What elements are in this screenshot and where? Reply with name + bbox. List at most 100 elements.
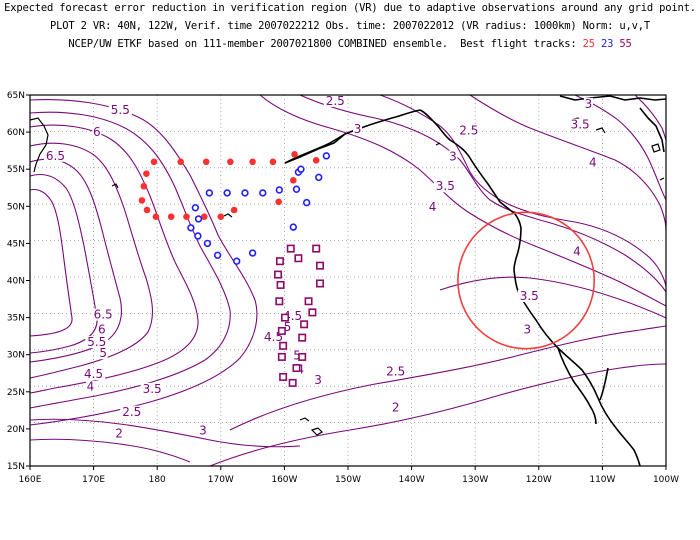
lat-tick-label: 25N [7,388,25,398]
contour-label-bg [92,126,102,139]
track-55-point [277,352,286,361]
contour-label: 2.5 [122,405,141,419]
contour-label-bg [353,123,363,136]
verification-region-circle [457,211,596,350]
lon-tick-label: 160W [271,475,297,485]
contour-line [439,276,666,319]
contour-line [30,111,231,409]
lon-tick-label: 140W [399,475,425,485]
track-55-point [298,333,307,342]
latitude-axis: 15N 20N 25N 30N 35N 40N 45N 50N 55N 60N 65N [7,91,30,472]
contour-label-bg [448,150,458,163]
contour-label: 4 [589,155,597,169]
contour-label: 3 [314,373,322,387]
contour-label: 2 [392,400,400,414]
track-23-point [292,185,301,193]
track-23-point [223,189,231,197]
title-line-3-text: NCEP/UW ETKF based on 111-member 2007021… [68,38,577,50]
track-25-point [200,213,208,220]
island [111,183,119,189]
contour-label-bg [391,401,401,414]
lat-tick-label: 15N [7,462,25,472]
contour-label-bg [85,336,109,349]
track-25-point [138,197,146,204]
contour-label: 3 [199,423,207,437]
contour-line [30,188,73,337]
island [595,127,606,134]
contour-line [299,95,666,293]
lat-tick-label: 45N [7,239,25,249]
contour-label-bg [198,424,208,437]
lon-tick-label: 150W [335,475,361,485]
track-55-point [275,297,284,306]
contour-label-bg [522,323,532,336]
contour-label: 3 [524,322,532,336]
lat-tick-label: 30N [7,351,25,361]
contour-label: 5.5 [87,335,106,349]
track-55-point [274,270,283,279]
hudson-coast [639,107,665,153]
contour-label-bg [140,382,164,395]
track-23-point [302,198,311,207]
flight-tracks [138,151,331,387]
lat-tick-label: 20N [7,425,25,435]
contour-label-bg [98,347,108,360]
track-23-point [248,249,257,257]
contour-label-bg [108,103,132,116]
contour-label-bg [517,290,541,303]
contour-line [379,95,666,287]
title-line-1: Expected forecast error reduction in ver… [4,2,696,14]
contour-label: 4 [87,380,95,394]
lon-tick-label: 160E [19,475,42,485]
track-23-point [297,165,305,173]
contour-label-bg [313,373,323,386]
contour-label: 4 [429,200,437,214]
title-line-3: NCEP/UW ETKF based on 111-member 2007021… [0,38,700,50]
contour-label-bg [283,321,293,334]
contour-label-bg [292,349,302,362]
longitude-axis: 160E 170E 180 170W 160W 150W 140W 130W 120W 110W 1… [19,466,679,485]
contour-label-bg [323,94,347,107]
contour-label-bg [588,156,598,169]
contour-label-bg [428,201,438,214]
contour-label-bg [457,124,481,137]
contour-label: 2.5 [459,124,478,138]
track-25-point [152,213,160,220]
contour-label-bg [85,380,95,393]
lat-tick-label: 65N [7,91,25,101]
lat-tick-label: 50N [7,202,25,212]
contour-line [30,142,154,379]
contour-label-bg [82,367,106,380]
title-line-2: PLOT 2 VR: 40N, 122W, Verif. time 200702… [50,20,650,32]
track-23-point [233,257,241,265]
contour-label-bg [97,323,107,336]
track-23-point [241,189,249,197]
track-25-point [150,158,158,166]
contour-label-bg [91,308,115,321]
contour-label: 5 [284,320,292,334]
lon-tick-label: 130W [462,475,488,485]
lon-tick-label: 170E [82,475,105,485]
contour-label: 2 [115,426,123,440]
track-55-point [286,244,295,253]
track-25-point [217,213,225,220]
track-55-point [304,297,313,306]
track-55-label: 55 [619,38,632,50]
track-25-point [269,158,277,166]
track-23-point [259,189,267,197]
contour-label-bg [120,405,144,418]
track-23-point [275,186,284,194]
contour-label: 6.5 [94,308,113,322]
contour-line [229,325,666,431]
track-23-point [187,224,195,232]
track-55-point [276,280,285,289]
contour-lines [30,95,666,466]
track-25-label: 25 [582,38,595,50]
contour-label-bg [43,149,67,162]
contour-line [30,124,199,394]
track-23-point [322,152,331,160]
track-23-label: 23 [600,38,614,50]
coastlines [284,95,667,467]
track-55-point [300,320,309,329]
contour-line [469,95,666,231]
